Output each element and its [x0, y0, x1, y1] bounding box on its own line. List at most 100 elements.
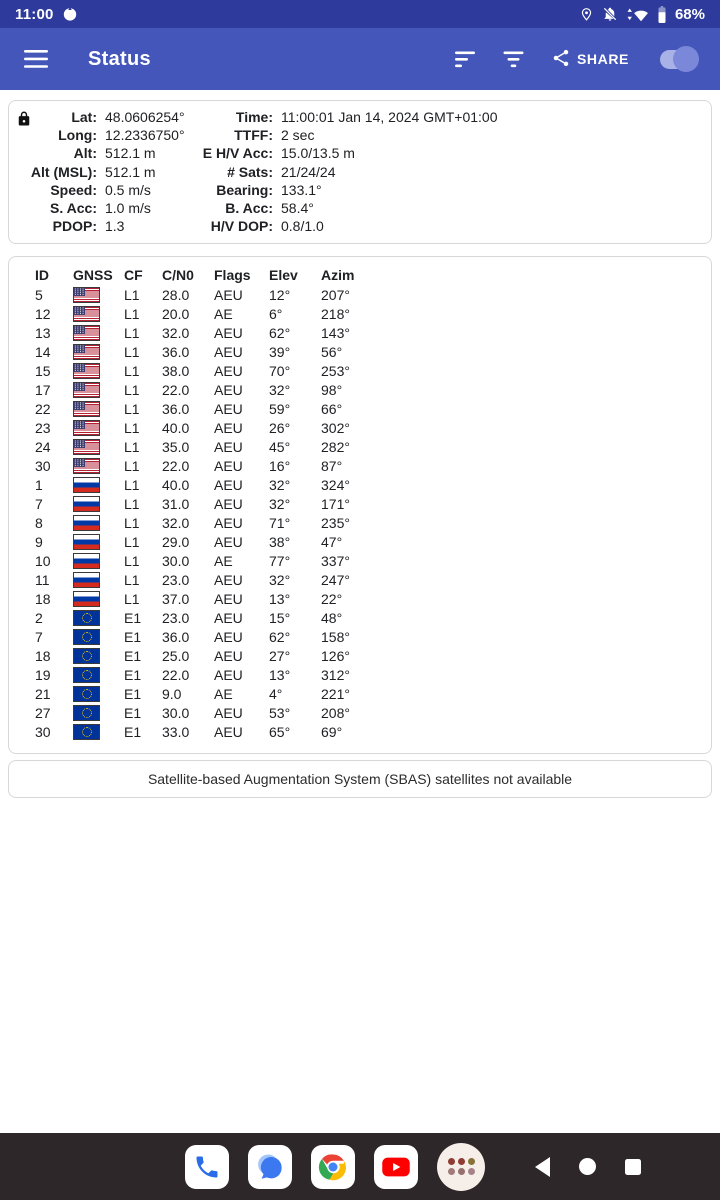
info-label: B. Acc: — [225, 200, 273, 217]
recents-button[interactable] — [625, 1158, 641, 1175]
phone-app-icon[interactable] — [185, 1144, 229, 1189]
sat-cf: E1 — [124, 685, 142, 702]
sat-azim: 218° — [321, 305, 350, 322]
usa-flag-icon — [73, 343, 100, 360]
info-label: TTFF: — [234, 127, 273, 144]
sat-cn0: 30.0 — [162, 552, 190, 569]
eu-flag-icon — [73, 704, 100, 721]
filter-icon[interactable] — [503, 50, 524, 69]
sat-azim: 337° — [321, 552, 350, 569]
youtube-app-icon[interactable] — [374, 1144, 418, 1189]
column-header: CF — [124, 267, 143, 284]
eu-flag-icon — [73, 685, 100, 702]
home-button[interactable] — [579, 1158, 596, 1175]
info-value: 58.4° — [281, 200, 314, 217]
sat-flags: AEU — [214, 438, 243, 455]
sat-cn0: 38.0 — [162, 362, 190, 379]
location-info-card: Lat: 48.0606254° Time: 11:00:01 Jan 14, 202… — [8, 100, 712, 245]
sat-cf: L1 — [124, 381, 140, 398]
chrome-app-icon[interactable] — [311, 1144, 355, 1189]
sat-id: 30 — [35, 723, 51, 740]
sat-flags: AEU — [214, 704, 243, 721]
russia-flag-icon — [73, 571, 100, 588]
sat-id: 8 — [35, 514, 43, 531]
toggle-switch[interactable] — [660, 46, 699, 72]
info-value: 0.5 m/s — [105, 181, 151, 198]
sat-cn0: 23.0 — [162, 609, 190, 626]
sat-cf: L1 — [124, 438, 140, 455]
sat-cn0: 40.0 — [162, 419, 190, 436]
table-row: 8 L1 32.0 AEU 71° 235° — [35, 513, 711, 532]
messages-app-icon[interactable] — [248, 1144, 292, 1189]
sat-cf: L1 — [124, 514, 140, 531]
info-label: Long: — [58, 127, 97, 144]
sat-cn0: 32.0 — [162, 324, 190, 341]
sat-flags: AEU — [214, 514, 243, 531]
table-row: 7 E1 36.0 AEU 62° 158° — [35, 627, 711, 646]
sat-cf: E1 — [124, 723, 142, 740]
usa-flag-icon — [73, 286, 100, 303]
sat-cn0: 40.0 — [162, 476, 190, 493]
sat-cf: L1 — [124, 324, 140, 341]
sat-id: 18 — [35, 590, 51, 607]
sat-elev: 77° — [269, 552, 291, 569]
app-drawer-button[interactable] — [437, 1142, 485, 1191]
table-row: 30 L1 22.0 AEU 16° 87° — [35, 456, 711, 475]
sat-azim: 324° — [321, 476, 350, 493]
clock: 11:00 — [15, 5, 54, 23]
sat-elev: 13° — [269, 666, 291, 683]
sat-cn0: 28.0 — [162, 286, 190, 303]
info-label: Bearing: — [216, 181, 273, 198]
sat-id: 22 — [35, 400, 51, 417]
column-header: ID — [35, 267, 49, 284]
usa-flag-icon — [73, 324, 100, 341]
status-bar: 11:00 68% — [0, 0, 720, 28]
sat-cf: L1 — [124, 495, 140, 512]
info-label: PDOP: — [52, 218, 97, 235]
info-value: 512.1 m — [105, 163, 156, 180]
sat-id: 19 — [35, 666, 51, 683]
sort-icon[interactable] — [454, 50, 476, 69]
sat-azim: 253° — [321, 362, 350, 379]
eu-flag-icon — [73, 628, 100, 645]
sat-elev: 4° — [269, 685, 283, 702]
system-navigation — [535, 1156, 641, 1177]
battery-percent: 68% — [674, 5, 705, 23]
column-header: C/N0 — [162, 267, 194, 284]
sat-flags: AEU — [214, 457, 243, 474]
sat-cf: E1 — [124, 647, 142, 664]
sat-elev: 32° — [269, 381, 291, 398]
back-button[interactable] — [535, 1156, 550, 1177]
table-row: 24 L1 35.0 AEU 45° 282° — [35, 437, 711, 456]
sat-elev: 39° — [269, 343, 291, 360]
sat-id: 17 — [35, 381, 51, 398]
sat-elev: 38° — [269, 533, 291, 550]
sat-flags: AEU — [214, 476, 243, 493]
notifications-off-icon — [602, 6, 618, 22]
sat-cf: L1 — [124, 457, 140, 474]
sat-flags: AEU — [214, 362, 243, 379]
sat-flags: AE — [214, 305, 233, 322]
sat-azim: 221° — [321, 685, 350, 702]
sat-cn0: 29.0 — [162, 533, 190, 550]
sat-cn0: 35.0 — [162, 438, 190, 455]
sat-cf: E1 — [124, 666, 142, 683]
sat-cf: L1 — [124, 590, 140, 607]
satellite-table-card: ID GNSS CF C/N0 Flags Elev Azim 5 L1 28.0 AEU 12° 2… — [8, 256, 712, 755]
eu-flag-icon — [73, 647, 100, 664]
sat-gnss-cell — [73, 704, 124, 721]
sat-azim: 22° — [321, 590, 343, 607]
sat-id: 10 — [35, 552, 51, 569]
share-button[interactable]: SHARE — [551, 48, 629, 71]
sat-gnss-cell — [73, 609, 124, 626]
sat-table-body: 5 L1 28.0 AEU 12° 207° 12 L1 20.0 AE 6° 218° 13 L1 32.… — [35, 285, 711, 741]
sat-id: 14 — [35, 343, 51, 360]
menu-icon[interactable] — [24, 50, 48, 68]
app-bar-actions: SHARE — [454, 46, 699, 72]
sat-gnss-cell — [73, 343, 124, 360]
sat-azim: 87° — [321, 457, 343, 474]
sat-elev: 65° — [269, 723, 291, 740]
sat-cn0: 20.0 — [162, 305, 190, 322]
sat-id: 24 — [35, 438, 51, 455]
sat-azim: 302° — [321, 419, 350, 436]
